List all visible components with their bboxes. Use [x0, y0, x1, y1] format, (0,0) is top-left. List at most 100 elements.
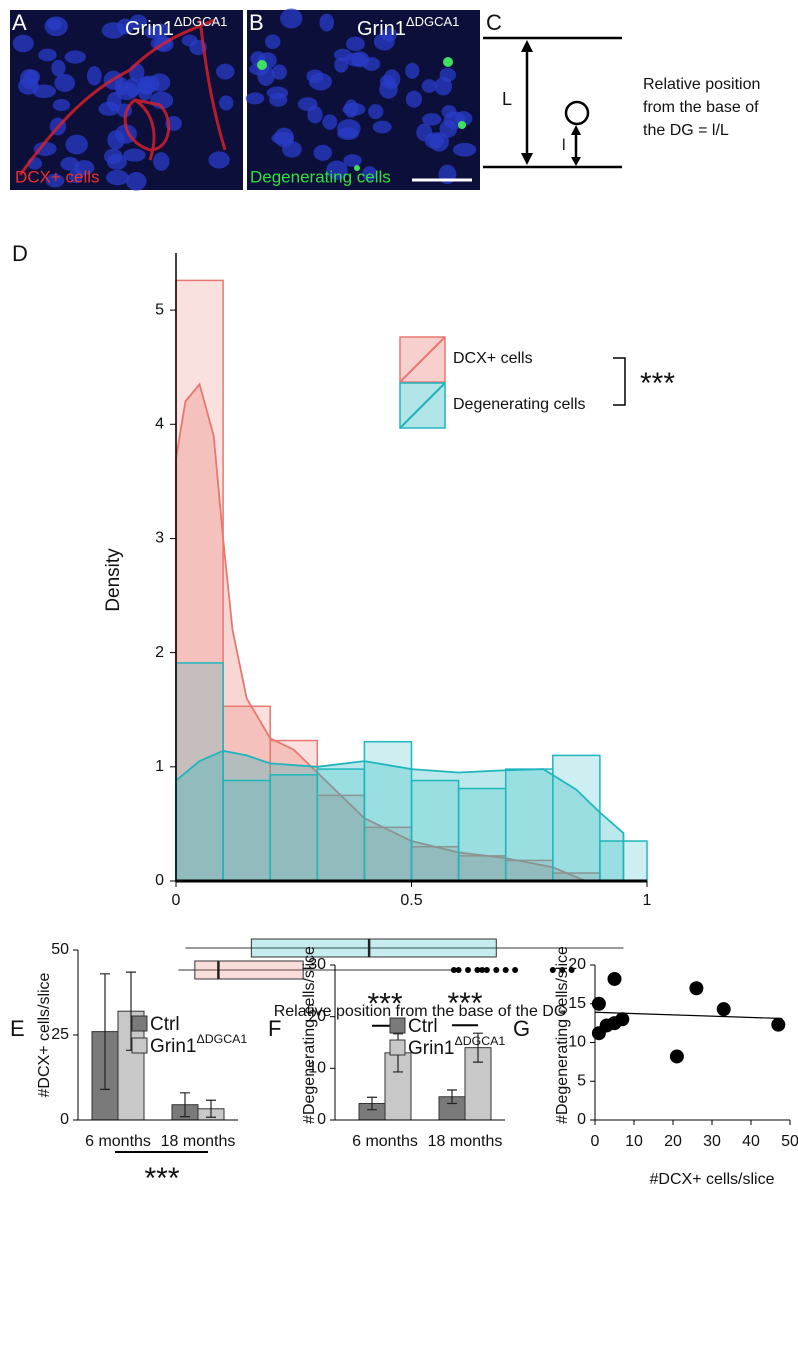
nucleus: [216, 64, 234, 80]
nucleus: [313, 145, 332, 161]
y-tick-label: 25: [51, 1026, 69, 1043]
nucleus: [334, 57, 348, 73]
title-sup: ΔDGCA1: [406, 14, 459, 29]
box-outlier: [465, 967, 471, 973]
y-axis-label: #Degenerating cells/slice: [554, 946, 571, 1124]
legend-label: Ctrl: [150, 1014, 180, 1035]
box-outlier: [456, 967, 462, 973]
x-tick-label: 6 months: [85, 1133, 151, 1150]
figure: A Grin1ΔDGCA1 DCX+ cells B Grin1ΔDGCA1 D…: [0, 0, 798, 1359]
y-axis-label: Density: [103, 548, 124, 612]
nucleus: [453, 143, 476, 157]
nucleus: [38, 49, 57, 62]
x-tick-label: 0: [172, 892, 181, 909]
panel-label: D: [12, 241, 28, 266]
nucleus: [153, 152, 169, 171]
box: [251, 939, 496, 957]
nucleus: [123, 148, 145, 161]
y-tick-label: 50: [51, 941, 69, 958]
nucleus: [416, 123, 432, 141]
scatter-point: [670, 1049, 684, 1063]
scatter-point: [717, 1002, 731, 1016]
x-tick-label: 20: [664, 1133, 682, 1150]
nucleus: [99, 102, 120, 116]
annotation: ***: [447, 987, 482, 1020]
y-tick-label: 0: [577, 1111, 586, 1128]
diagram-text: from the base of: [643, 99, 759, 116]
nucleus: [322, 114, 337, 130]
x-tick-label: 30: [703, 1133, 721, 1150]
label-base: Grin1: [150, 1036, 196, 1057]
scatter-point: [689, 981, 703, 995]
nucleus: [51, 60, 65, 77]
nucleus: [337, 127, 359, 140]
nucleus: [219, 95, 233, 110]
nucleus: [319, 14, 334, 32]
x-tick-label: 10: [625, 1133, 643, 1150]
box: [195, 961, 303, 979]
annotation: ***: [640, 367, 675, 400]
panel-label: G: [513, 1016, 530, 1041]
nucleus: [344, 100, 358, 118]
y-tick-label: 2: [155, 644, 164, 661]
scatter-point: [615, 1012, 629, 1026]
legend-swatch: [132, 1038, 147, 1053]
diagram-label: L: [502, 89, 512, 109]
x-tick-label: 18 months: [161, 1133, 236, 1150]
nucleus: [405, 63, 419, 79]
title-sup: ΔDGCA1: [174, 14, 227, 29]
y-tick-label: 4: [155, 415, 164, 432]
y-tick-label: 0: [60, 1111, 69, 1128]
legend-label: Grin1ΔDGCA1: [150, 1032, 247, 1057]
legend-label: Ctrl: [408, 1016, 438, 1037]
nucleus: [368, 104, 383, 119]
nucleus: [126, 172, 146, 191]
nucleus: [13, 35, 34, 53]
nucleus: [373, 121, 392, 134]
panel-label: E: [10, 1016, 25, 1041]
nucleus: [439, 120, 457, 138]
panel-label: A: [12, 10, 27, 35]
x-tick-label: 0: [591, 1133, 600, 1150]
scatter-point: [771, 1018, 785, 1032]
y-tick-label: 3: [155, 530, 164, 547]
bracket: [613, 358, 625, 405]
legend-label: Degenerating cells: [453, 396, 586, 413]
nucleus: [65, 51, 86, 64]
x-tick-label: 50: [781, 1133, 798, 1150]
nucleus: [20, 69, 39, 89]
diagram-text: Relative position: [643, 76, 760, 93]
nucleus: [54, 74, 75, 92]
nucleus: [47, 18, 62, 30]
y-tick-label: 0: [155, 872, 164, 889]
x-tick-label: 18 months: [428, 1133, 503, 1150]
y-axis-label: #DCX+ cells/slice: [36, 972, 53, 1097]
nucleus: [87, 66, 102, 85]
box-outlier: [503, 967, 509, 973]
title-base: Grin1: [125, 18, 174, 40]
annotation: ***: [144, 1162, 179, 1195]
image-caption: Degenerating cells: [250, 167, 391, 186]
image-caption: DCX+ cells: [15, 167, 100, 186]
nucleus: [343, 154, 361, 167]
box-outlier: [512, 967, 518, 973]
diagram-text: the DG = l/L: [643, 122, 729, 139]
title-base: Grin1: [357, 18, 406, 40]
nucleus: [282, 141, 302, 158]
label-base: Ctrl: [150, 1014, 180, 1035]
x-tick-label: 1: [643, 892, 652, 909]
x-tick-label: 0.5: [400, 892, 422, 909]
nucleus: [208, 151, 229, 168]
y-tick-label: 5: [155, 301, 164, 318]
scatter-point: [592, 997, 606, 1011]
legend-swatch: [390, 1018, 405, 1033]
nucleus: [434, 77, 452, 95]
y-tick-label: 5: [577, 1072, 586, 1089]
nucleus: [265, 34, 280, 49]
legend-swatch: [132, 1016, 147, 1031]
x-axis-label: #DCX+ cells/slice: [650, 1171, 775, 1188]
nucleus: [102, 22, 126, 38]
diagram-label: l: [562, 137, 566, 154]
nucleus: [280, 9, 302, 29]
label-sup: ΔDGCA1: [196, 1032, 247, 1046]
